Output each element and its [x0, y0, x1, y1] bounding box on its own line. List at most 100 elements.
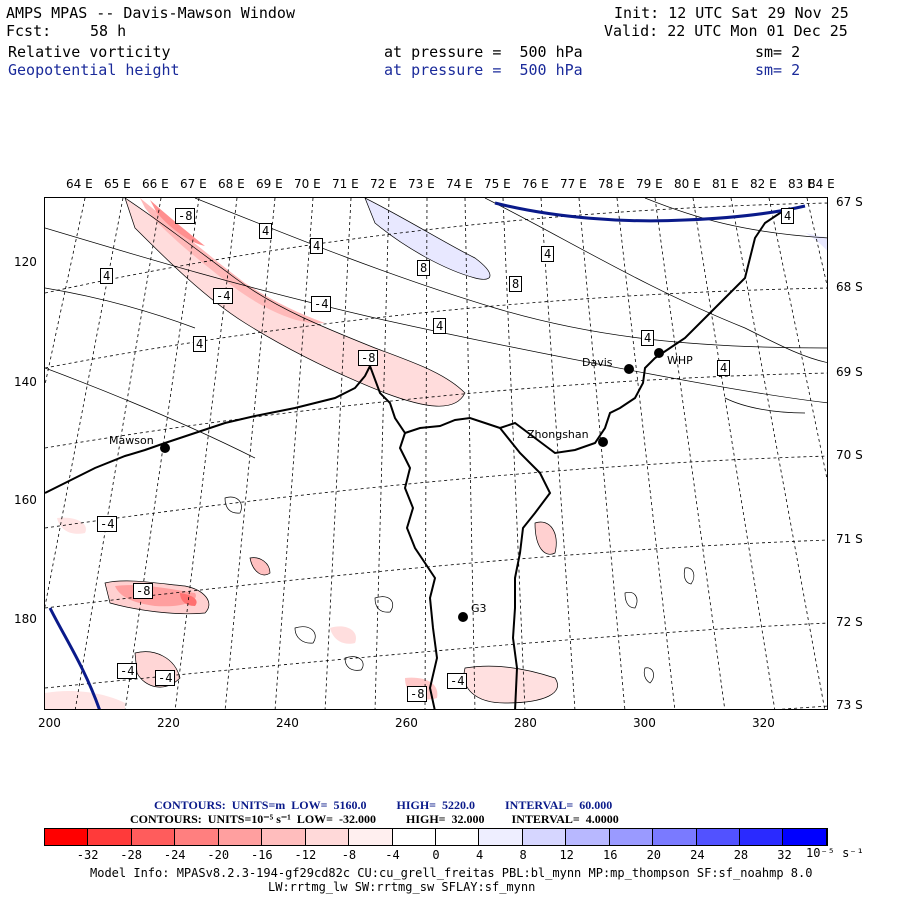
colorbar-tick-label: 24: [690, 848, 705, 862]
contour-label: -8: [133, 583, 154, 599]
colorbar: [44, 828, 828, 846]
colorbar-swatch: [305, 829, 350, 845]
colorbar-tick-label: -12: [294, 848, 317, 862]
contour-label: 4: [541, 246, 555, 262]
lat-label: 69 S: [836, 365, 863, 379]
contour-label: -4: [213, 288, 234, 304]
x-tick-label: 200: [38, 716, 61, 730]
station-label-mawson: Mawson: [109, 434, 154, 447]
lon-label: 81 E: [712, 177, 739, 191]
contour-label: 4: [193, 336, 207, 352]
colorbar-swatch: [131, 829, 176, 845]
contour-label: 4: [781, 208, 795, 224]
field1-smoothing: sm= 2: [755, 43, 801, 61]
colorbar-swatch: [392, 829, 436, 845]
contour-label: 8: [417, 260, 431, 276]
colorbar-swatch: [609, 829, 654, 845]
map-panel[interactable]: Mawson Davis WHP Zhongshan G3 -8 4 4 -4 …: [44, 197, 828, 710]
contour-label: -4: [311, 296, 332, 312]
x-tick-label: 240: [276, 716, 299, 730]
field2-level: at pressure = 500 hPa: [384, 61, 583, 79]
coastline-east: [499, 427, 552, 709]
colorbar-tick-label: 4: [475, 848, 484, 862]
station-marker-mawson[interactable]: [160, 443, 170, 453]
lon-label: 77 E: [560, 177, 587, 191]
contour-label: -8: [358, 350, 379, 366]
lon-label: 67 E: [180, 177, 207, 191]
lon-label: 74 E: [446, 177, 473, 191]
x-tick-label: 300: [633, 716, 656, 730]
lon-label: 83 E: [788, 177, 815, 191]
init-time: Init: 12 UTC Sat 29 Nov 25: [614, 4, 849, 22]
coastline-inlet: [404, 416, 501, 434]
station-marker-g3[interactable]: [458, 612, 468, 622]
contour-label: -4: [117, 663, 138, 679]
field2-name: Geopotential height: [8, 61, 180, 79]
colorbar-tick-label: 32: [777, 848, 792, 862]
colorbar-tick-label: -20: [207, 848, 230, 862]
lon-label: 78 E: [598, 177, 625, 191]
colorbar-tick-label: -16: [250, 848, 273, 862]
lon-label: 80 E: [674, 177, 701, 191]
map-title: AMPS MPAS -- Davis-Mawson Window: [6, 4, 295, 22]
y-tick-label: 140: [14, 375, 37, 389]
colorbar-swatch: [740, 829, 784, 845]
colorbar-swatch: [175, 829, 219, 845]
vorticity-contour-info: CONTOURS: UNITS=10⁻⁵ s⁻¹ LOW= -32.000 HI…: [130, 812, 619, 826]
valid-time: Valid: 22 UTC Mon 01 Dec 25: [604, 22, 848, 40]
colorbar-tick-label: -8: [341, 848, 357, 862]
contour-label: -8: [407, 686, 428, 702]
colorbar-swatch: [566, 829, 610, 845]
colorbar-units: 10⁻⁵ s⁻¹: [806, 846, 864, 860]
colorbar-tick-label: 0: [432, 848, 440, 862]
forecast-label: Fcst:: [6, 22, 52, 40]
graticule: [45, 198, 827, 709]
colorbar-tick-label: 28: [733, 848, 749, 862]
station-markers: [160, 348, 664, 622]
colorbar-swatch: [479, 829, 523, 845]
colorbar-tick-label: -28: [120, 848, 142, 862]
station-label-whp: WHP: [667, 354, 693, 367]
station-marker-whp[interactable]: [654, 348, 664, 358]
station-marker-zhongshan[interactable]: [598, 437, 608, 447]
coastline-north: [499, 207, 791, 455]
colorbar-tick-label: -32: [76, 848, 99, 862]
lon-label: 70 E: [294, 177, 321, 191]
colorbar-swatch: [696, 829, 740, 845]
forecast-hour: 58 h: [90, 22, 127, 40]
colorbar-tick-label: -24: [163, 848, 186, 862]
geopotential-contour-info: CONTOURS: UNITS=m LOW= 5160.0 HIGH= 5220…: [154, 798, 613, 812]
field2-smoothing: sm= 2: [755, 61, 801, 79]
geopotential-contour: [48, 607, 101, 709]
station-marker-davis[interactable]: [624, 364, 634, 374]
colorbar-swatch: [349, 829, 393, 845]
contour-label: 4: [100, 268, 114, 284]
colorbar-tick-label: 8: [519, 848, 527, 862]
contour-label: 4: [433, 318, 447, 334]
lat-label: 70 S: [836, 448, 863, 462]
colorbar-swatch: [653, 829, 697, 845]
contour-label: -4: [447, 673, 468, 689]
colorbar-swatch: [88, 829, 132, 845]
contour-label: -4: [155, 670, 176, 686]
lat-label: 68 S: [836, 280, 863, 294]
colorbar-swatch: [783, 829, 827, 845]
y-tick-label: 160: [14, 493, 37, 507]
lon-label: 76 E: [522, 177, 549, 191]
colorbar-tick-label: 16: [603, 848, 618, 862]
field1-level: at pressure = 500 hPa: [384, 43, 583, 61]
contour-label: 4: [310, 238, 324, 254]
field1-name: Relative vorticity: [8, 43, 171, 61]
y-tick-label: 120: [14, 255, 37, 269]
contour-label: 8: [509, 276, 523, 292]
x-tick-label: 320: [752, 716, 775, 730]
x-tick-label: 260: [395, 716, 418, 730]
colorbar-tick-label: 12: [559, 848, 574, 862]
lat-label: 72 S: [836, 615, 863, 629]
lon-label: 75 E: [484, 177, 511, 191]
lon-label: 73 E: [408, 177, 435, 191]
y-tick-label: 180: [14, 612, 37, 626]
contour-label: 4: [641, 330, 655, 346]
model-info-line2: LW:rrtmg_lw SW:rrtmg_sw SFLAY:sf_mynn: [268, 880, 536, 894]
lon-label: 82 E: [750, 177, 777, 191]
